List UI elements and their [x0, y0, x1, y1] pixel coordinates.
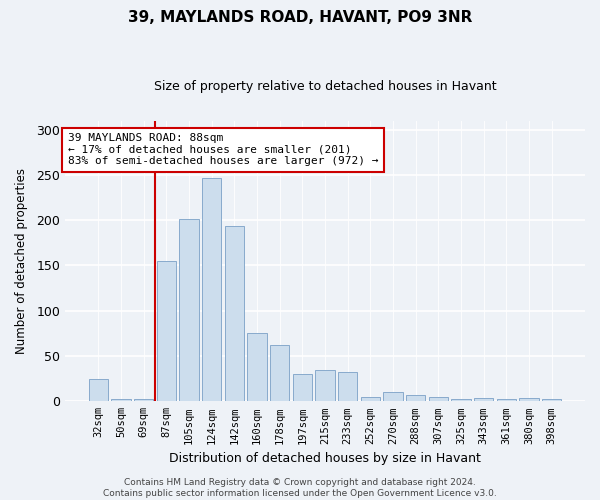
Bar [134, 398, 154, 402]
Bar [316, 370, 335, 402]
Bar [497, 398, 516, 402]
Bar [293, 374, 312, 402]
Bar [451, 398, 470, 402]
Text: Contains HM Land Registry data © Crown copyright and database right 2024.
Contai: Contains HM Land Registry data © Crown c… [103, 478, 497, 498]
Text: 39, MAYLANDS ROAD, HAVANT, PO9 3NR: 39, MAYLANDS ROAD, HAVANT, PO9 3NR [128, 10, 472, 25]
Bar [474, 398, 493, 402]
Bar [383, 392, 403, 402]
Bar [157, 261, 176, 402]
Bar [225, 226, 244, 402]
Bar [112, 398, 131, 402]
Bar [429, 397, 448, 402]
Bar [89, 378, 108, 402]
Bar [179, 220, 199, 402]
Bar [338, 372, 358, 402]
Bar [520, 398, 539, 402]
X-axis label: Distribution of detached houses by size in Havant: Distribution of detached houses by size … [169, 452, 481, 465]
Bar [542, 398, 562, 402]
Bar [406, 395, 425, 402]
Y-axis label: Number of detached properties: Number of detached properties [15, 168, 28, 354]
Bar [361, 397, 380, 402]
Bar [202, 178, 221, 402]
Title: Size of property relative to detached houses in Havant: Size of property relative to detached ho… [154, 80, 496, 93]
Bar [247, 334, 266, 402]
Text: 39 MAYLANDS ROAD: 88sqm
← 17% of detached houses are smaller (201)
83% of semi-d: 39 MAYLANDS ROAD: 88sqm ← 17% of detache… [68, 133, 378, 166]
Bar [270, 345, 289, 402]
